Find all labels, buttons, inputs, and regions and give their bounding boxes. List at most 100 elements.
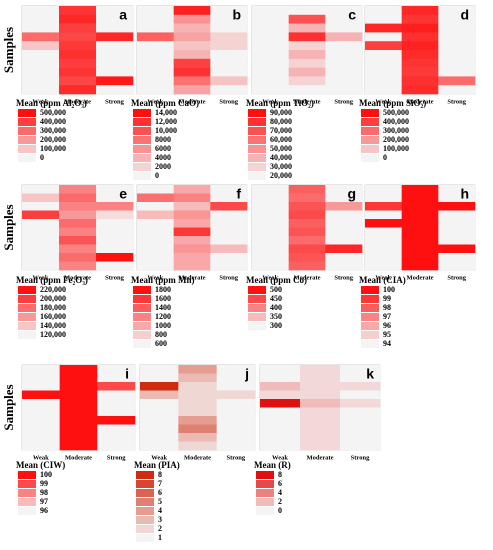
legend-swatch bbox=[18, 498, 36, 506]
heat-cell bbox=[96, 32, 134, 42]
heat-cell bbox=[173, 202, 211, 211]
heat-cell bbox=[300, 399, 341, 408]
heat-cell bbox=[401, 76, 439, 86]
heat-cell bbox=[210, 14, 248, 24]
panel-letter: h bbox=[460, 186, 469, 202]
heat-cell bbox=[137, 236, 174, 245]
heat-cell bbox=[22, 373, 60, 383]
heat-cell bbox=[288, 6, 326, 16]
legend-label: 95 bbox=[383, 330, 391, 339]
heat-cell bbox=[252, 236, 289, 245]
heat-cell bbox=[22, 382, 60, 391]
heat-cell bbox=[173, 261, 211, 271]
legend-swatch bbox=[256, 489, 274, 497]
heat-cell bbox=[140, 433, 179, 442]
heat-cell bbox=[401, 58, 439, 68]
heat-cell bbox=[325, 58, 363, 68]
heat-cell bbox=[137, 227, 174, 237]
legend-swatch bbox=[136, 471, 154, 479]
heat-cell bbox=[97, 433, 136, 442]
heat-cell bbox=[137, 50, 174, 60]
x-tick-label: Weak bbox=[262, 98, 278, 105]
legend-title: Mean (ppm CaO) bbox=[131, 98, 199, 108]
heat-cell bbox=[325, 41, 363, 51]
heat-cell bbox=[325, 50, 363, 60]
legend-label: 8000 bbox=[155, 135, 171, 144]
x-tick-label: Moderate bbox=[64, 98, 91, 105]
legend-swatch bbox=[18, 109, 36, 117]
x-tick-label: Weak bbox=[33, 98, 49, 105]
heat-cell bbox=[438, 85, 476, 95]
heat-cell bbox=[216, 390, 256, 400]
heat-cell bbox=[216, 365, 256, 374]
heat-cell bbox=[210, 32, 248, 42]
legend-swatch bbox=[361, 286, 379, 294]
heat-cell bbox=[59, 219, 97, 228]
x-tick-label: Moderate bbox=[65, 454, 92, 461]
heat-cell bbox=[438, 227, 476, 237]
heat-cell bbox=[97, 373, 136, 383]
legend-label: 200,000 bbox=[383, 135, 409, 144]
x-tick-label: Strong bbox=[219, 98, 238, 105]
heat-cell bbox=[210, 50, 248, 60]
heat-cell bbox=[365, 14, 402, 24]
legend-swatch bbox=[133, 145, 151, 153]
heat-cell bbox=[210, 41, 248, 51]
x-tick-label: Moderate bbox=[306, 454, 333, 461]
x-tick-label: Strong bbox=[105, 98, 124, 105]
x-tick-label: Weak bbox=[272, 454, 288, 461]
legend-label: 160,000 bbox=[40, 312, 66, 321]
heat-cell bbox=[96, 14, 134, 24]
heat-cell bbox=[96, 261, 134, 271]
legend-label: 6 bbox=[278, 479, 282, 488]
legend-label: 450 bbox=[270, 294, 282, 303]
x-tick-label: Weak bbox=[33, 274, 49, 281]
legend-swatch bbox=[361, 313, 379, 321]
panel-letter: f bbox=[236, 186, 241, 202]
heat-cell bbox=[401, 50, 439, 60]
heat-cell bbox=[173, 41, 211, 51]
heat-cell bbox=[173, 227, 211, 237]
x-tick-label: Weak bbox=[147, 274, 163, 281]
heat-cell bbox=[97, 399, 136, 408]
heat-cell bbox=[173, 85, 211, 95]
heat-cell bbox=[210, 227, 248, 237]
heat-cell bbox=[178, 399, 217, 408]
heat-cell bbox=[96, 76, 134, 86]
legend-swatch bbox=[136, 498, 154, 506]
legend-swatch bbox=[18, 295, 36, 303]
legend-swatch bbox=[256, 480, 274, 488]
heat-cell bbox=[252, 23, 289, 33]
heat-cell bbox=[96, 202, 134, 211]
panel-letter: d bbox=[460, 7, 469, 23]
legend-swatch bbox=[18, 145, 36, 153]
heat-cell bbox=[140, 441, 179, 451]
heat-cell bbox=[300, 433, 341, 442]
heat-cell bbox=[365, 85, 402, 95]
heat-cell bbox=[438, 236, 476, 245]
legend-swatch bbox=[18, 471, 36, 479]
heat-cell bbox=[365, 193, 402, 203]
heat-cell bbox=[178, 416, 217, 425]
legend-label: 300 bbox=[270, 321, 282, 330]
x-tick-label: Moderate bbox=[293, 98, 320, 105]
legend-swatch bbox=[248, 313, 266, 321]
heat-cell bbox=[340, 365, 381, 374]
heat-cell bbox=[59, 261, 97, 271]
x-tick-label: Strong bbox=[447, 98, 466, 105]
heat-cell bbox=[300, 390, 341, 400]
legend-label: 500 bbox=[270, 285, 282, 294]
heat-cell bbox=[96, 23, 134, 33]
legend-label: 140,000 bbox=[40, 321, 66, 330]
legend-label: 100,000 bbox=[40, 144, 66, 153]
heat-cell bbox=[173, 23, 211, 33]
heat-cell bbox=[59, 67, 97, 77]
legend-label: 0 bbox=[155, 171, 159, 180]
heat-cell bbox=[401, 67, 439, 77]
y-axis-label: Samples bbox=[1, 27, 16, 73]
heat-cell bbox=[22, 253, 60, 262]
heat-cell bbox=[173, 32, 211, 42]
panel-letter: g bbox=[347, 186, 356, 202]
heat-cell bbox=[252, 219, 289, 228]
heat-cell bbox=[252, 227, 289, 237]
